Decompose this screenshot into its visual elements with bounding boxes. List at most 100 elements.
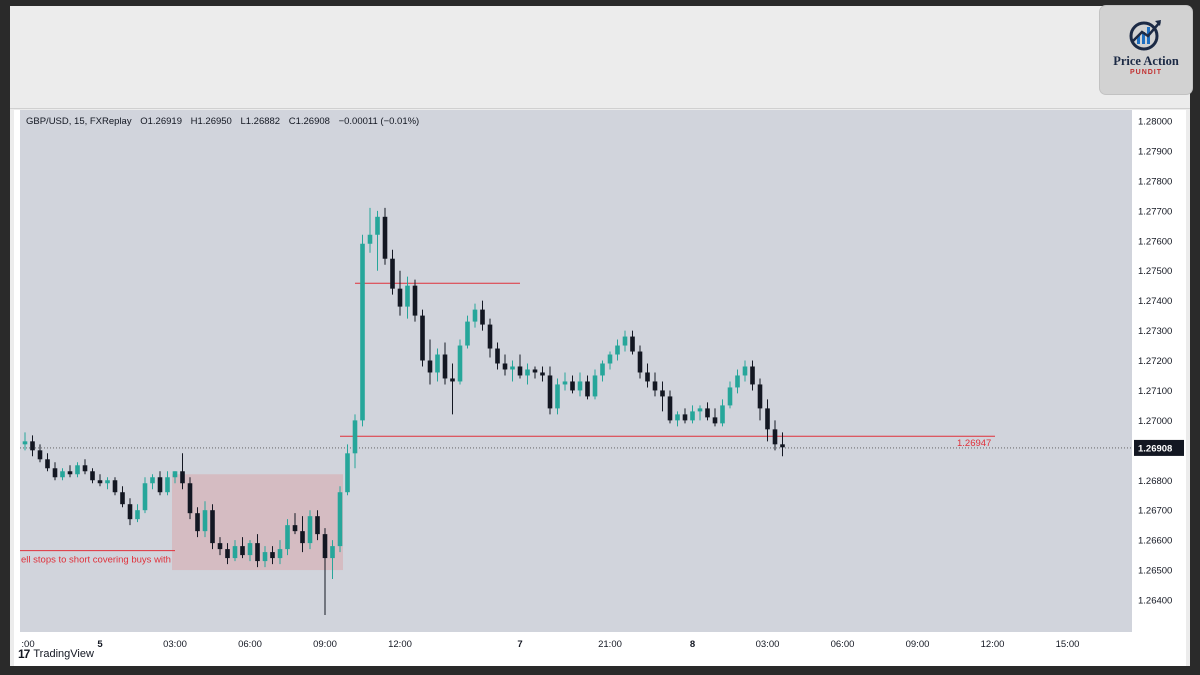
candle bbox=[172, 471, 178, 484]
candle-body bbox=[765, 408, 770, 430]
candle-body bbox=[307, 516, 313, 544]
candle-body bbox=[180, 471, 185, 484]
candle-body bbox=[120, 492, 125, 505]
candle bbox=[427, 339, 433, 385]
level-price-label: 1.26947 bbox=[957, 438, 991, 449]
candle-body bbox=[150, 477, 155, 484]
x-tick-label: 12:00 bbox=[388, 639, 412, 650]
candle-body bbox=[435, 354, 440, 373]
candle bbox=[300, 516, 305, 553]
candle bbox=[765, 399, 770, 442]
candle bbox=[67, 465, 73, 478]
y-tick-label: 1.27700 bbox=[1138, 206, 1172, 217]
header-high: H1.26950 bbox=[191, 116, 232, 127]
candle-body bbox=[412, 285, 418, 316]
candle bbox=[555, 378, 560, 415]
candle bbox=[450, 363, 455, 415]
candle-body bbox=[712, 417, 718, 424]
candle-body bbox=[277, 549, 283, 559]
candle bbox=[270, 546, 275, 565]
candle bbox=[630, 330, 635, 355]
candle-body bbox=[637, 351, 643, 373]
candle-body bbox=[727, 387, 733, 406]
candle bbox=[217, 537, 223, 556]
candle-body bbox=[135, 510, 140, 520]
candle-body bbox=[705, 408, 710, 418]
candle-body bbox=[675, 414, 680, 421]
candle bbox=[337, 486, 343, 553]
candle bbox=[435, 348, 440, 382]
candle-body bbox=[555, 384, 560, 409]
candle bbox=[127, 498, 133, 526]
candle-body bbox=[75, 465, 80, 475]
candle-body bbox=[202, 510, 208, 532]
x-tick-label: 8 bbox=[690, 639, 695, 650]
candle-body bbox=[525, 369, 530, 376]
candle bbox=[97, 474, 103, 487]
price-chart[interactable]: ell stops to short covering buys with 1.… bbox=[14, 110, 1186, 666]
candle bbox=[442, 342, 448, 385]
candle-body bbox=[697, 408, 703, 412]
tradingview-logo-icon: 17 bbox=[18, 647, 30, 661]
candle bbox=[487, 318, 493, 358]
last-price-tag bbox=[1134, 439, 1184, 456]
candle-body bbox=[690, 411, 695, 421]
top-banner bbox=[10, 6, 1190, 109]
candle bbox=[727, 381, 733, 409]
candle bbox=[180, 453, 185, 490]
y-tick-label: 1.26500 bbox=[1138, 566, 1172, 577]
x-tick-label: 06:00 bbox=[238, 639, 262, 650]
candle-body bbox=[405, 285, 410, 307]
last-price-label: 1.26908 bbox=[1138, 443, 1172, 454]
candle-body bbox=[367, 234, 373, 244]
candle bbox=[75, 462, 80, 478]
candle-body bbox=[352, 420, 358, 454]
y-tick-label: 1.27500 bbox=[1138, 266, 1172, 277]
candle bbox=[82, 459, 88, 475]
y-tick-label: 1.26400 bbox=[1138, 596, 1172, 607]
candle bbox=[247, 540, 253, 562]
candle bbox=[375, 210, 380, 271]
candle bbox=[277, 540, 283, 565]
candle-body bbox=[375, 216, 380, 235]
candle-body bbox=[750, 366, 755, 385]
candle bbox=[780, 432, 785, 457]
candle-body bbox=[195, 513, 200, 532]
candle-body bbox=[427, 360, 433, 373]
candle-body bbox=[532, 369, 538, 373]
y-tick-label: 1.27000 bbox=[1138, 416, 1172, 427]
candle bbox=[240, 537, 245, 559]
candle-body bbox=[322, 534, 328, 559]
candle bbox=[675, 411, 680, 427]
candle-body bbox=[772, 429, 778, 445]
header-open: O1.26919 bbox=[140, 116, 182, 127]
x-tick-label: 09:00 bbox=[313, 639, 337, 650]
candle-body bbox=[510, 366, 515, 370]
candle bbox=[112, 477, 118, 496]
y-tick-label: 1.27600 bbox=[1138, 236, 1172, 247]
chart-panel[interactable]: ell stops to short covering buys with 1.… bbox=[14, 110, 1186, 666]
candle bbox=[750, 360, 755, 391]
candle-body bbox=[67, 471, 73, 475]
candle bbox=[187, 477, 193, 520]
candle bbox=[585, 375, 590, 400]
x-tick-label: 15:00 bbox=[1056, 639, 1080, 650]
candle-body bbox=[165, 477, 170, 493]
candle-body bbox=[592, 375, 598, 397]
candle bbox=[772, 420, 778, 451]
candle bbox=[60, 468, 65, 481]
candle-body bbox=[255, 543, 260, 562]
candle bbox=[232, 540, 238, 562]
candle-body bbox=[465, 321, 470, 346]
candle-body bbox=[630, 336, 635, 352]
candle bbox=[652, 372, 658, 397]
candle bbox=[52, 462, 58, 481]
candle bbox=[405, 276, 410, 319]
candle-body bbox=[292, 525, 298, 532]
x-tick-label: 5 bbox=[97, 639, 103, 650]
x-tick-label: 03:00 bbox=[163, 639, 187, 650]
candle-body bbox=[315, 516, 320, 535]
candle bbox=[607, 351, 613, 370]
candle-body bbox=[142, 483, 148, 511]
candle-body bbox=[90, 471, 95, 481]
